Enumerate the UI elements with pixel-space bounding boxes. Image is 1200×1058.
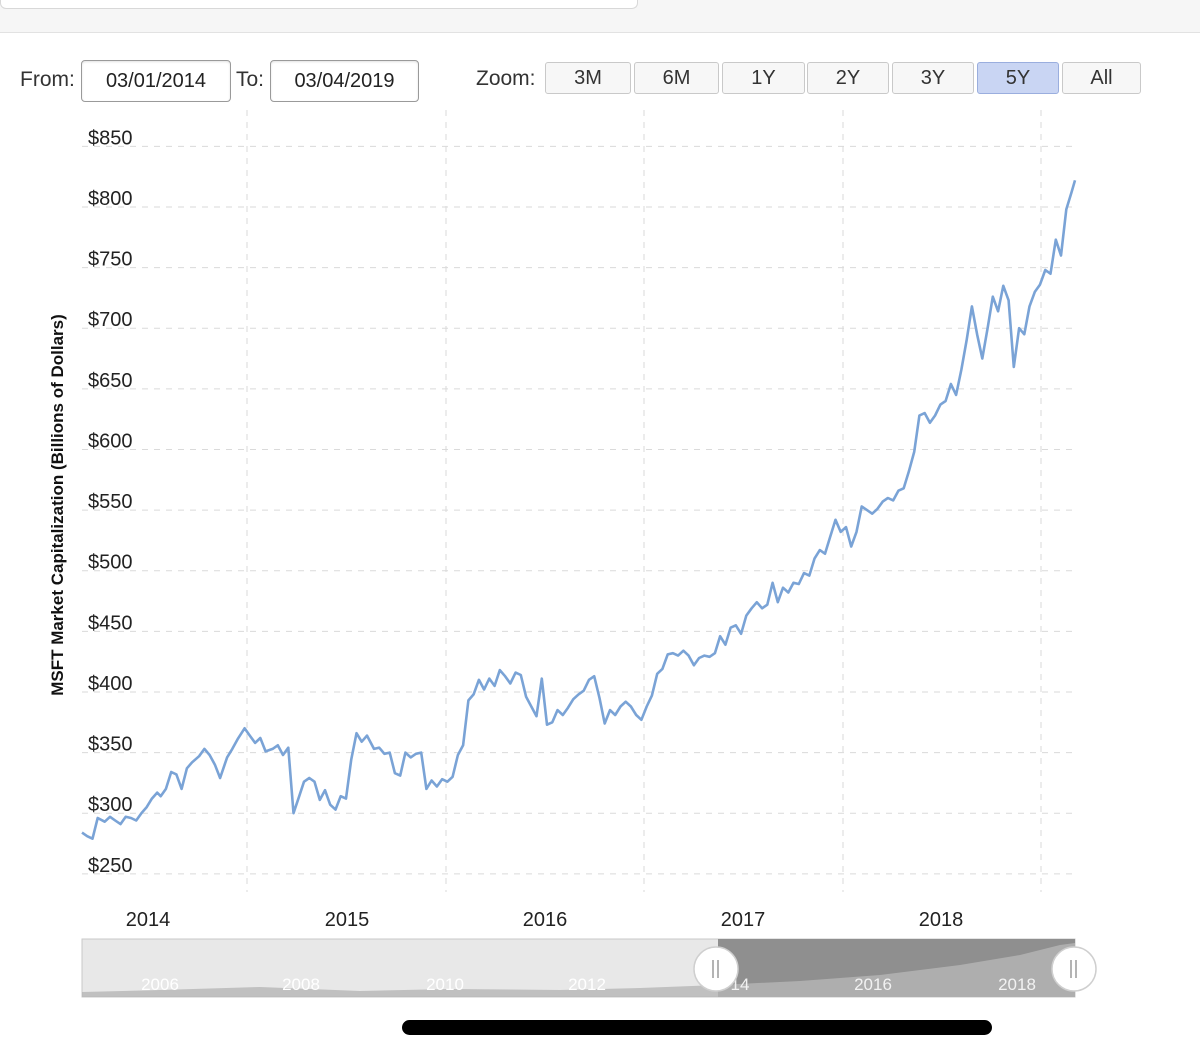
y-tick-label: $450: [88, 612, 133, 634]
y-tick-label: $650: [88, 370, 133, 392]
navigator-year-label: 2018: [998, 975, 1036, 994]
navigator-year-labels: 2006 2008 2010 2012 14 2016 2018: [141, 975, 1036, 994]
series-group: [81, 179, 1077, 840]
y-tick-label: $700: [88, 309, 133, 331]
y-tick-label: $350: [88, 734, 133, 756]
y-tick-label: $550: [88, 491, 133, 513]
range-controls: From: 03/01/2014 To: 03/04/2019 Zoom: 3M…: [0, 58, 1200, 108]
from-date-input[interactable]: 03/01/2014: [81, 60, 231, 102]
navigator-left-handle[interactable]: [693, 946, 739, 992]
y-tick-label: $400: [88, 673, 133, 695]
y-tick-label: $800: [88, 188, 133, 210]
navigator-year-label: 2010: [426, 975, 464, 994]
zoom-2y-button[interactable]: 2Y: [807, 62, 889, 94]
x-axis: 2014 2015 2016 2017 2018: [126, 909, 964, 931]
series-line: [81, 179, 1077, 840]
navigator-mini-series: [82, 943, 1075, 997]
y-tick-label: $750: [88, 249, 133, 271]
from-label: From:: [20, 68, 75, 91]
y-tick-label: $300: [88, 794, 133, 816]
y-axis-label: MSFT Market Capitalization (Billions of …: [48, 314, 67, 696]
chart-grid: [82, 110, 1075, 892]
zoom-label: Zoom:: [476, 67, 536, 90]
zoom-3m-button[interactable]: 3M: [545, 62, 631, 94]
zoom-5y-button[interactable]: 5Y: [977, 62, 1059, 94]
navigator-year-label: 2008: [282, 975, 320, 994]
y-tick-label: $600: [88, 430, 133, 452]
browser-top-strip: [0, 0, 1200, 33]
to-date-input[interactable]: 03/04/2019: [270, 60, 419, 102]
tab-edge: [0, 0, 638, 9]
x-tick-label: 2018: [919, 909, 964, 931]
zoom-6m-button[interactable]: 6M: [634, 62, 719, 94]
y-axis: $250 $300 $350 $400 $450 $500 $550 $600 $650 $700…: [88, 127, 133, 876]
y-tick-label: $500: [88, 552, 133, 574]
x-tick-label: 2017: [721, 909, 766, 931]
x-tick-label: 2014: [126, 909, 171, 931]
zoom-1y-button[interactable]: 1Y: [722, 62, 805, 94]
range-navigator[interactable]: 2006 2008 2010 2012 14 2016 2018: [0, 935, 1200, 1005]
x-tick-label: 2016: [523, 909, 568, 931]
y-tick-label: $850: [88, 127, 133, 149]
navigator-year-label: 2016: [854, 975, 892, 994]
to-label: To:: [236, 68, 265, 91]
navigator-year-label: 2012: [568, 975, 606, 994]
x-tick-label: 2015: [325, 909, 370, 931]
home-indicator: [402, 1020, 992, 1035]
y-tick-label: $250: [88, 855, 133, 877]
navigator-year-label: 2006: [141, 975, 179, 994]
market-cap-chart: $250 $300 $350 $400 $450 $500 $550 $600 $650 $700…: [48, 110, 1077, 931]
zoom-3y-button[interactable]: 3Y: [892, 62, 974, 94]
navigator-right-handle[interactable]: [1051, 946, 1097, 992]
zoom-all-button[interactable]: All: [1062, 62, 1141, 94]
